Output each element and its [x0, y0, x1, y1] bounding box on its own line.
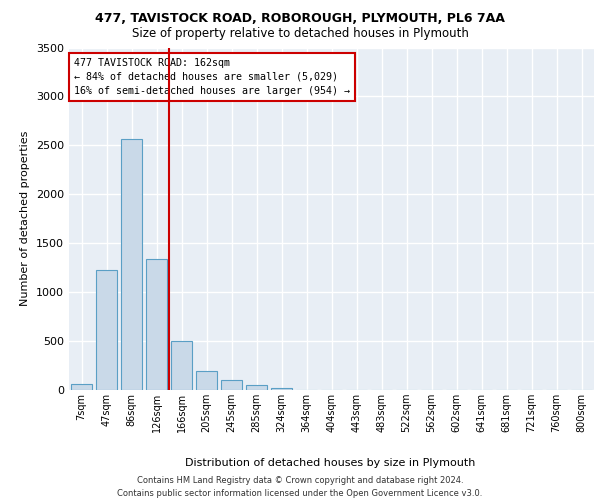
Bar	[196, 371, 217, 390]
Bar	[221, 380, 242, 390]
Bar	[121, 138, 142, 390]
Text: Size of property relative to detached houses in Plymouth: Size of property relative to detached ho…	[131, 28, 469, 40]
Bar	[71, 384, 92, 390]
Bar	[96, 270, 117, 390]
Text: Distribution of detached houses by size in Plymouth: Distribution of detached houses by size …	[185, 458, 475, 468]
Bar	[246, 384, 267, 390]
Text: 477, TAVISTOCK ROAD, ROBOROUGH, PLYMOUTH, PL6 7AA: 477, TAVISTOCK ROAD, ROBOROUGH, PLYMOUTH…	[95, 12, 505, 26]
Bar	[171, 341, 192, 390]
Y-axis label: Number of detached properties: Number of detached properties	[20, 131, 31, 306]
Bar	[271, 388, 292, 390]
Bar	[146, 259, 167, 390]
Text: 477 TAVISTOCK ROAD: 162sqm
← 84% of detached houses are smaller (5,029)
16% of s: 477 TAVISTOCK ROAD: 162sqm ← 84% of deta…	[74, 58, 350, 96]
Text: Contains HM Land Registry data © Crown copyright and database right 2024.
Contai: Contains HM Land Registry data © Crown c…	[118, 476, 482, 498]
